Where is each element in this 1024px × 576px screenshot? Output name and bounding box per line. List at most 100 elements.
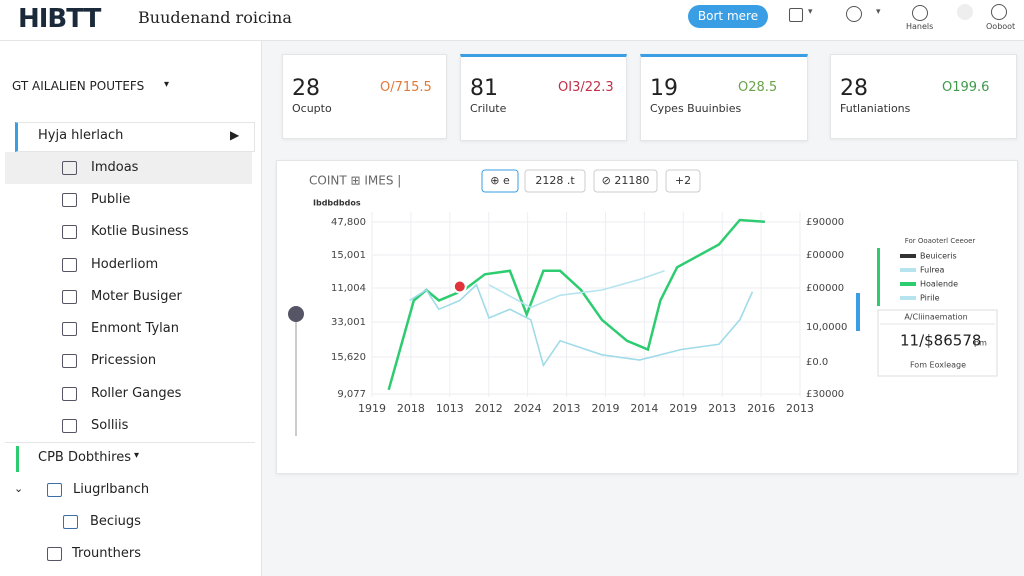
y2-tick-label: £00000 <box>806 250 844 261</box>
axis-label: Ibdbdbdos <box>313 199 361 208</box>
series-line <box>488 270 665 309</box>
y2-tick-label: £0.0 <box>806 357 828 368</box>
y2-tick-label: 10,0000 <box>806 322 847 333</box>
filter-chip[interactable] <box>593 169 658 193</box>
filter-chip[interactable] <box>665 169 701 193</box>
stat-card <box>830 54 1017 139</box>
icon[interactable] <box>789 8 803 22</box>
nav-icon <box>62 193 77 207</box>
tooltip <box>877 309 998 377</box>
nav-label[interactable]: Imdoas <box>91 160 139 175</box>
app-title: Buudenand roicina <box>138 8 292 27</box>
nav-label[interactable]: Publie <box>91 192 131 207</box>
stat-card <box>460 54 627 141</box>
stat-label: Cypes Buuinbies <box>650 102 742 115</box>
y-tick-label: 9,077 <box>337 389 366 400</box>
stat-change: O199.6 <box>942 80 990 95</box>
arrow: ▶ <box>230 128 240 142</box>
caret[interactable]: ▾ <box>808 7 813 17</box>
user-label: Hanels <box>906 22 934 31</box>
caret[interactable]: ▾ <box>876 7 881 17</box>
filter-chip[interactable] <box>481 169 519 193</box>
nav-item-active[interactable] <box>15 122 255 152</box>
x-tick-label: 2019 <box>591 402 619 415</box>
nav-label[interactable]: Kotlie Business <box>91 224 189 239</box>
scroll-bar <box>856 293 860 331</box>
slider-handle[interactable] <box>288 306 304 322</box>
legend-label: Beuiceris <box>920 252 957 261</box>
nav-label[interactable]: Solliis <box>91 418 129 433</box>
stat-value: 19 <box>650 76 678 101</box>
sidebar: GT AILALIEN POUTEFS ▾ Hyja hlerlach ▶ Imdoas… <box>0 41 262 576</box>
nav-icon <box>62 161 77 175</box>
y2-tick-label: £30000 <box>806 389 844 400</box>
chart-title: COINT ⊞ IMES | <box>309 174 401 188</box>
stat-value: 28 <box>840 76 868 101</box>
legend-swatch <box>900 296 916 300</box>
nav-icon <box>62 290 77 304</box>
nav-label[interactable]: Trounthers <box>72 546 141 561</box>
x-tick-label: 1919 <box>358 402 386 415</box>
y2-tick-label: £00000 <box>806 283 844 294</box>
chevron: ⌄ <box>14 482 24 495</box>
y-tick-label: 11,004 <box>331 283 366 294</box>
nav-label[interactable]: Pricession <box>91 353 157 368</box>
section-marker <box>16 446 19 472</box>
caret[interactable]: ▾ <box>164 79 170 90</box>
chip-label: ⊘ 21180 <box>602 174 650 187</box>
icon[interactable] <box>991 4 1007 20</box>
logo: HIBTT <box>18 4 101 34</box>
legend-label: Fulrea <box>920 266 944 275</box>
legend-swatch <box>900 254 916 258</box>
nav-label: Hyja hlerlach <box>38 128 124 143</box>
section-title: GT AILALIEN POUTEFS <box>12 79 145 93</box>
legend-label: Pirile <box>920 294 940 303</box>
y-tick-label: 33,001 <box>331 317 366 328</box>
stat-card <box>640 54 808 141</box>
action-button[interactable]: Bort mere <box>688 5 768 28</box>
icon[interactable] <box>846 6 862 22</box>
nav-icon <box>62 354 77 368</box>
nav-icon <box>62 419 77 433</box>
stat-label: Futlaniations <box>840 102 911 115</box>
x-tick-label: 2024 <box>514 402 542 415</box>
header: HIBTT Buudenand roicina Bort mere ▾ ▾ Ha… <box>0 0 1024 41</box>
icon[interactable] <box>912 5 928 21</box>
chip-label: ⊕ e <box>490 174 510 187</box>
chip-label: +2 <box>675 174 691 187</box>
filter-chip[interactable] <box>524 169 586 193</box>
x-tick-label: 2012 <box>475 402 503 415</box>
series-line <box>387 218 765 391</box>
nav-label[interactable]: Beciugs <box>90 514 141 529</box>
section-title[interactable]: CPB Dobthires <box>38 450 131 465</box>
y2-tick-label: £90000 <box>806 217 844 228</box>
chip-label: 2128 .t <box>535 174 575 187</box>
nav-label[interactable]: Enmont Tylan <box>91 321 179 336</box>
nav-icon <box>47 483 62 497</box>
x-tick-label: 2018 <box>397 402 425 415</box>
x-tick-label: 2014 <box>630 402 658 415</box>
stat-change: O/715.5 <box>380 80 432 95</box>
nav-icon <box>62 258 77 272</box>
user-label: Ooboot <box>986 22 1016 31</box>
caret: ▾ <box>134 450 140 461</box>
x-tick-label: 2013 <box>553 402 581 415</box>
x-tick-label: 2013 <box>786 402 814 415</box>
x-tick-label: 1013 <box>436 402 464 415</box>
nav-label[interactable]: Roller Ganges <box>91 386 182 401</box>
nav-label[interactable]: Moter Busiger <box>91 289 182 304</box>
legend-swatch <box>900 282 916 286</box>
nav-label[interactable]: Liugrlbanch <box>73 482 150 497</box>
stat-change: O28.5 <box>738 80 778 95</box>
stat-value: 28 <box>292 76 320 101</box>
nav-label[interactable]: Hoderliom <box>91 257 159 272</box>
nav-icon <box>62 322 77 336</box>
stat-change: OI3/22.3 <box>558 80 614 95</box>
nav-highlight <box>5 152 252 184</box>
tooltip-unit: pm <box>974 339 987 348</box>
y-tick-label: 47,800 <box>331 217 366 228</box>
avatar[interactable] <box>957 4 973 20</box>
tooltip-value: 11/$86578 <box>900 332 981 350</box>
y-tick-label: 15,620 <box>331 352 366 363</box>
